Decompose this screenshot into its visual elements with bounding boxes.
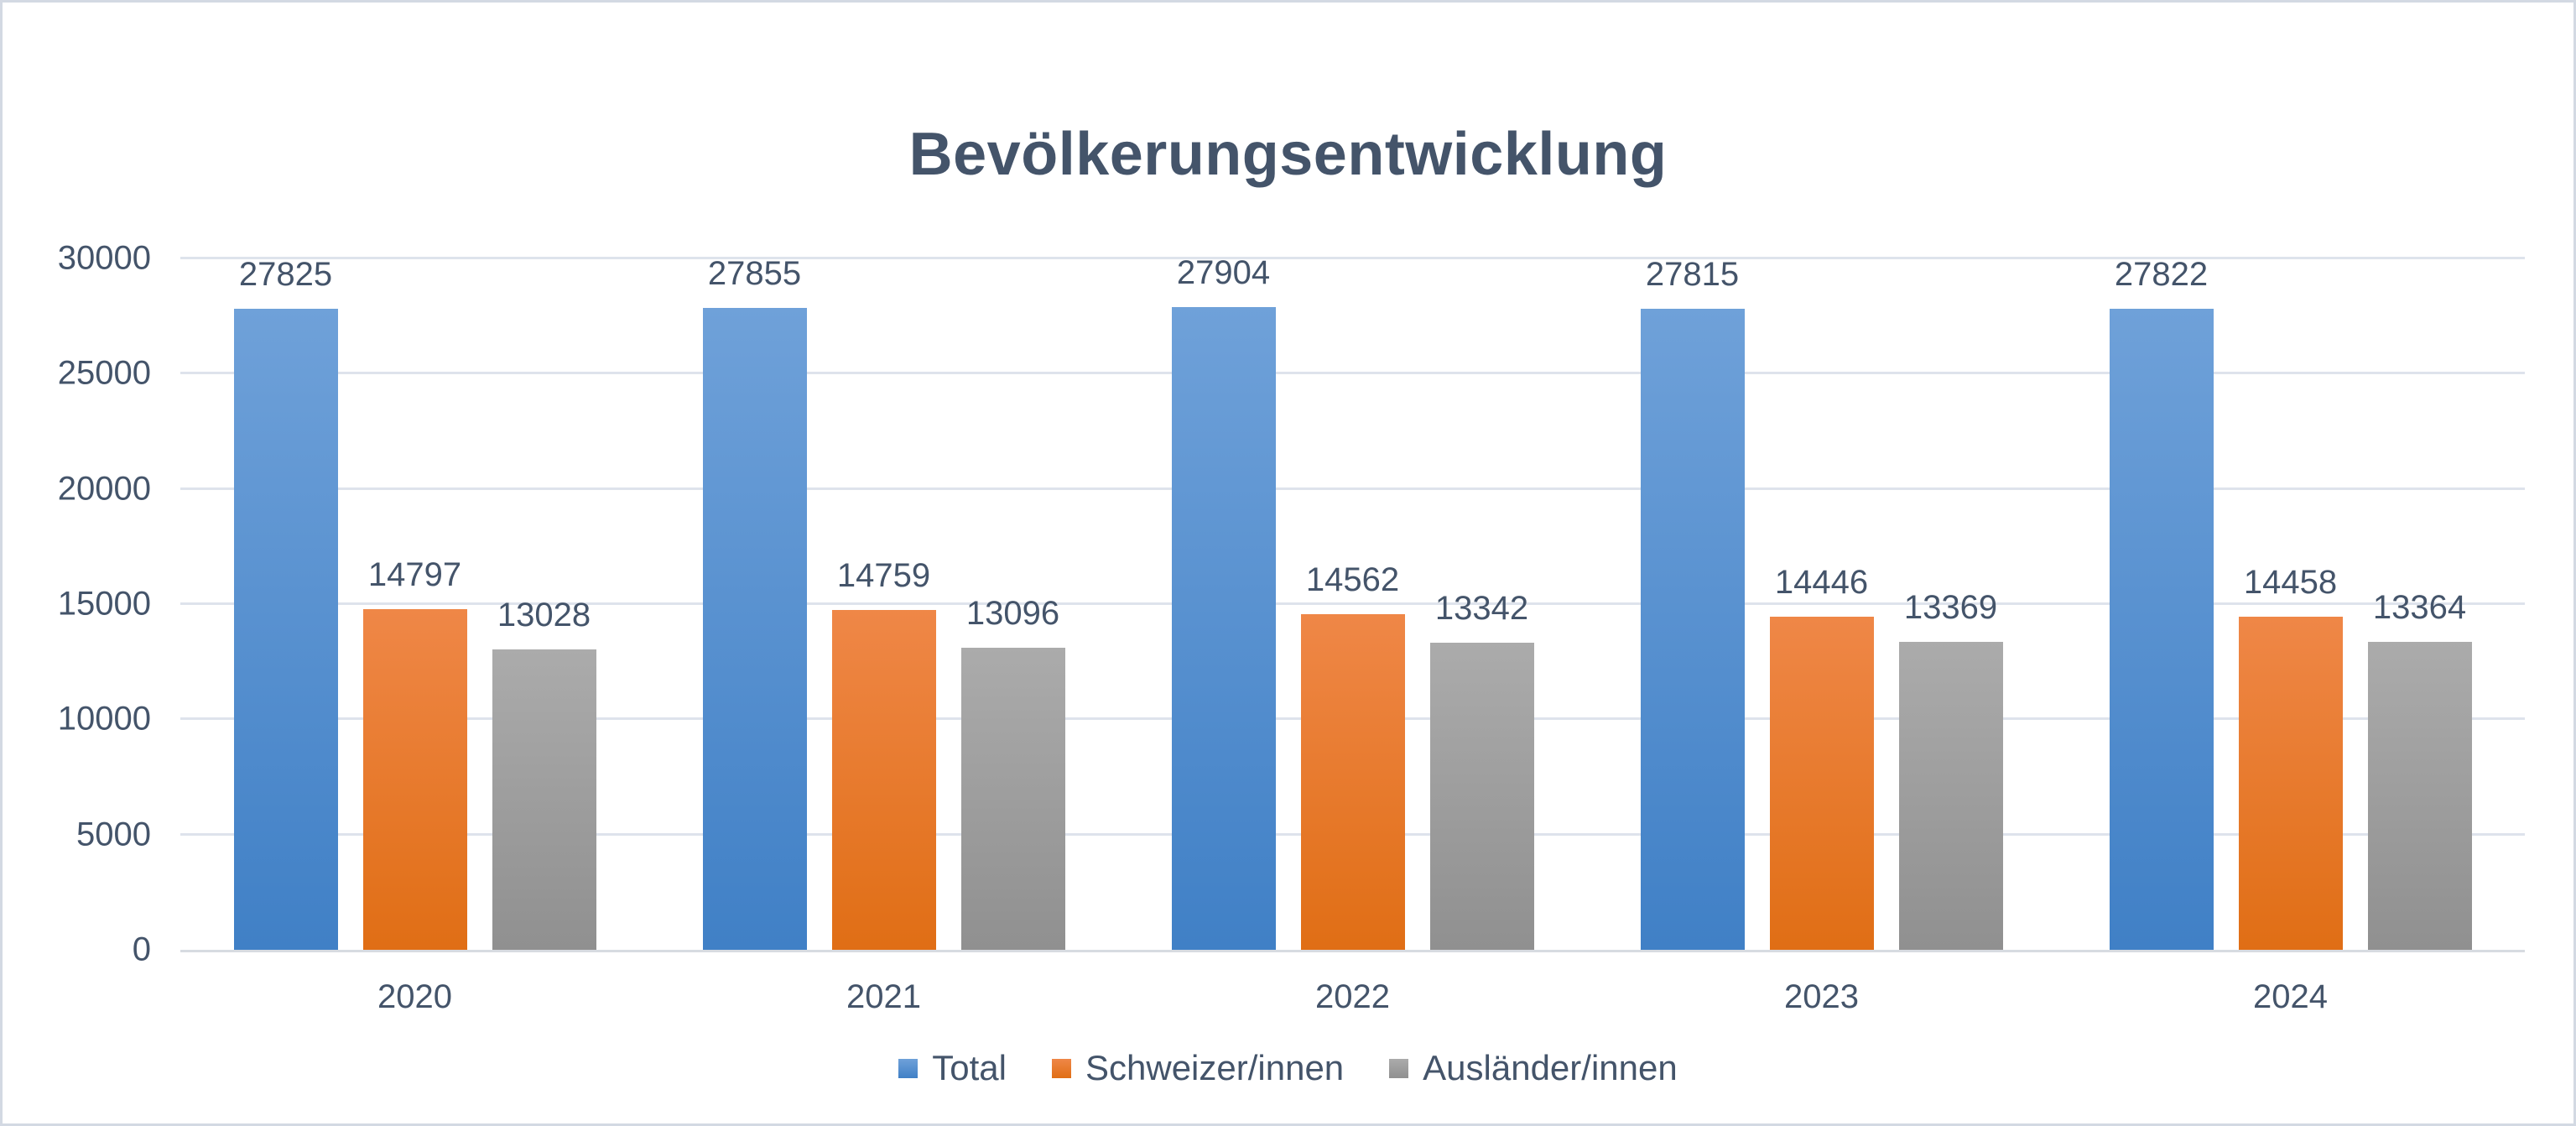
gridline-25000	[180, 372, 2525, 375]
bar-value-label: 13096	[965, 595, 1060, 633]
bar-value-label: 13364	[2372, 588, 2467, 626]
bar-value-label: 14446	[1774, 564, 1869, 602]
bar-schweizer-innen-2020: 14797	[362, 556, 467, 950]
bar-ausl-nder-innen-2022: 13342	[1429, 590, 1534, 950]
bar-schweizer-innen-2024: 14458	[2238, 564, 2343, 950]
y-tick-label-0: 0	[132, 931, 151, 968]
legend-label-ausl-nder-innen: Ausländer/innen	[1423, 1048, 1678, 1087]
bar-value-label: 27815	[1645, 256, 1740, 294]
bar-value-label: 27822	[2114, 255, 2209, 293]
bar-schweizer-innen-2021: 14759	[831, 557, 936, 950]
legend-item-ausl-nder-innen: Ausländer/innen	[1389, 1048, 1678, 1088]
y-tick-label-10000: 10000	[57, 700, 151, 738]
y-tick-label-25000: 25000	[57, 354, 151, 392]
x-tick-label-2024: 2024	[2253, 978, 2328, 1015]
bar-schweizer-innen-2023: 14446	[1769, 564, 1874, 950]
bar-total-2020: 27825	[233, 256, 338, 950]
bar-value-label: 27855	[707, 254, 802, 292]
bar-ausl-nder-innen-2021: 13096	[960, 595, 1065, 950]
bar-ausl-nder-innen-2020: 13028	[492, 597, 596, 950]
x-tick-label-2022: 2022	[1315, 978, 1390, 1015]
gridline-15000	[180, 602, 2525, 605]
x-tick-label-2021: 2021	[846, 978, 921, 1015]
bar-total-2024: 27822	[2109, 256, 2214, 950]
legend-marker-ausl-nder-innen	[1389, 1058, 1409, 1078]
legend-label-schweizer-innen: Schweizer/innen	[1085, 1048, 1345, 1087]
bar-total-2022: 27904	[1171, 254, 1276, 950]
legend-item-total: Total	[898, 1048, 1007, 1088]
y-tick-label-30000: 30000	[57, 239, 151, 277]
bar-total-2023: 27815	[1640, 256, 1745, 950]
bar-value-label: 14759	[836, 556, 931, 594]
legend: Total Schweizer/innen Ausländer/innen	[3, 1048, 2573, 1088]
plot-area: 27825 14797 13028 27855 14759 13096 27904 14562…	[180, 254, 2525, 952]
bar-value-label: 13342	[1434, 589, 1529, 627]
legend-marker-schweizer-innen	[1051, 1058, 1071, 1078]
bar-value-label: 27825	[238, 255, 333, 293]
x-tick-label-2020: 2020	[377, 978, 452, 1015]
y-tick-label-15000: 15000	[57, 585, 151, 623]
bar-value-label: 13369	[1903, 588, 1998, 626]
bar-total-2021: 27855	[702, 255, 807, 950]
chart-title: Bevölkerungsentwicklung	[908, 121, 1668, 188]
bar-ausl-nder-innen-2023: 13369	[1898, 589, 2003, 950]
bar-group-2020: 27825 14797 13028	[180, 256, 649, 950]
bar-group-2023: 27815 14446 13369	[1587, 256, 2056, 950]
bar-groups: 27825 14797 13028 27855 14759 13096 27904 14562…	[180, 254, 2525, 950]
y-tick-label-5000: 5000	[76, 816, 151, 853]
x-axis: 2020 2021 2022 2023 2024	[180, 978, 2525, 1016]
bar-value-label: 13028	[497, 597, 591, 634]
legend-marker-total	[898, 1058, 919, 1078]
bar-group-2024: 27822 14458 13364	[2056, 256, 2525, 950]
legend-label-total: Total	[932, 1048, 1007, 1087]
bar-value-label: 27904	[1176, 253, 1271, 291]
bar-value-label: 14458	[2243, 563, 2338, 601]
y-tick-label-20000: 20000	[57, 470, 151, 508]
bar-group-2021: 27855 14759 13096	[649, 255, 1118, 950]
y-axis: 0 5000 10000 15000 20000 25000 30000	[3, 240, 151, 968]
gridline-30000	[180, 257, 2525, 259]
legend-item-schweizer-innen: Schweizer/innen	[1051, 1048, 1345, 1088]
bar-value-label: 14797	[367, 555, 462, 593]
bar-schweizer-innen-2022: 14562	[1300, 561, 1405, 950]
bar-value-label: 14562	[1305, 561, 1400, 599]
gridline-20000	[180, 487, 2525, 490]
x-tick-label-2023: 2023	[1784, 978, 1859, 1015]
bar-group-2022: 27904 14562 13342	[1118, 254, 1587, 950]
bar-ausl-nder-innen-2024: 13364	[2367, 589, 2472, 950]
